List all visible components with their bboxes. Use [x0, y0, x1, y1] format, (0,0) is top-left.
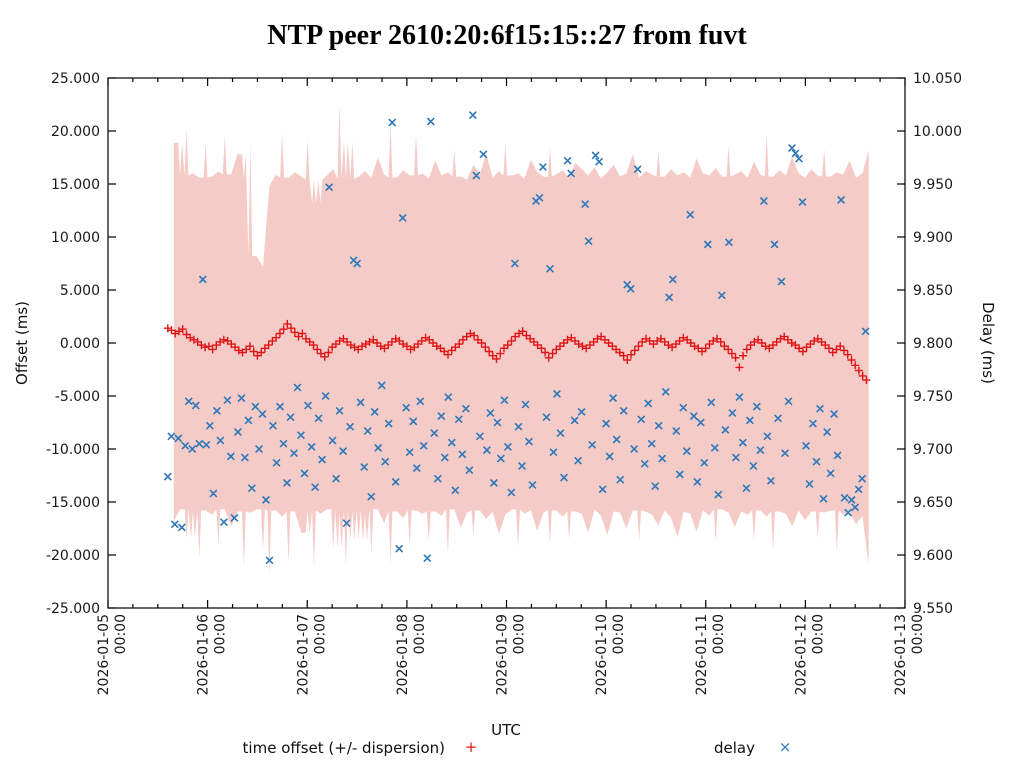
svg-text:25.000: 25.000 [51, 71, 100, 87]
svg-text:2026-01-09: 2026-01-09 [495, 614, 511, 695]
svg-text:00:00: 00:00 [412, 614, 428, 654]
svg-text:9.600: 9.600 [913, 548, 953, 564]
svg-text:10.000: 10.000 [51, 230, 100, 246]
svg-text:00:00: 00:00 [711, 614, 727, 654]
svg-text:2026-01-05: 2026-01-05 [96, 614, 112, 695]
tick-labels: 25.000 20.000 15.000 10.000 5.000 0.000 -5.000… [46, 71, 962, 695]
svg-text:9.650: 9.650 [913, 495, 953, 511]
svg-text:2026-01-10: 2026-01-10 [594, 614, 610, 695]
svg-text:00:00: 00:00 [611, 614, 627, 654]
svg-text:9.800: 9.800 [913, 336, 953, 352]
svg-text:2026-01-13: 2026-01-13 [893, 614, 909, 695]
dispersion-band [173, 102, 869, 575]
svg-text:15.000: 15.000 [51, 177, 100, 193]
svg-text:2026-01-06: 2026-01-06 [196, 614, 212, 695]
x-tick-label: 2026-01-08 00:00 [395, 614, 428, 695]
svg-text:5.000: 5.000 [60, 283, 100, 299]
x-tick-label: 2026-01-05 00:00 [96, 614, 129, 695]
svg-text:9.850: 9.850 [913, 283, 953, 299]
svg-text:9.950: 9.950 [913, 177, 953, 193]
svg-text:0.000: 0.000 [60, 336, 100, 352]
svg-text:9.900: 9.900 [913, 230, 953, 246]
svg-text:00:00: 00:00 [910, 614, 926, 654]
legend-offset-label: time offset (+/- dispersion) [242, 739, 445, 757]
legend-offset-marker-icon: + [464, 738, 478, 756]
offset-points [163, 319, 871, 385]
svg-text:-5.000: -5.000 [55, 389, 100, 405]
svg-text:00:00: 00:00 [810, 614, 826, 654]
svg-text:2026-01-07: 2026-01-07 [295, 614, 311, 695]
svg-text:00:00: 00:00 [512, 614, 528, 654]
chart-title: NTP peer 2610:20:6f15:15::27 from fuvt [267, 20, 747, 51]
svg-text:10.050: 10.050 [913, 71, 962, 87]
axis-ticks [107, 77, 906, 609]
svg-text:2026-01-12: 2026-01-12 [793, 614, 809, 695]
x-tick-label: 2026-01-10 00:00 [594, 614, 627, 695]
legend-delay-label: delay [714, 739, 755, 757]
x-tick-label: 2026-01-13 00:00 [893, 614, 926, 695]
x-tick-label: 2026-01-06 00:00 [196, 614, 229, 695]
svg-text:-15.000: -15.000 [46, 495, 100, 511]
legend-delay-marker-icon: × [778, 738, 792, 756]
x-tick-label: 2026-01-11 00:00 [694, 614, 727, 695]
svg-text:2026-01-11: 2026-01-11 [694, 614, 710, 695]
svg-text:00:00: 00:00 [312, 614, 328, 654]
x-axis-title: UTC [491, 721, 521, 739]
svg-text:9.550: 9.550 [913, 601, 953, 617]
delay-points [163, 111, 870, 565]
x-tick-label: 2026-01-07 00:00 [295, 614, 328, 695]
svg-text:-20.000: -20.000 [46, 548, 100, 564]
x-tick-label: 2026-01-12 00:00 [793, 614, 826, 695]
svg-text:2026-01-08: 2026-01-08 [395, 614, 411, 695]
svg-text:9.700: 9.700 [913, 442, 953, 458]
svg-text:10.000: 10.000 [913, 124, 962, 140]
plot-data-layer [163, 102, 871, 575]
svg-text:-25.000: -25.000 [46, 601, 100, 617]
svg-text:00:00: 00:00 [213, 614, 229, 654]
svg-text:20.000: 20.000 [51, 124, 100, 140]
x-tick-label: 2026-01-09 00:00 [495, 614, 528, 695]
svg-text:9.750: 9.750 [913, 389, 953, 405]
svg-text:-10.000: -10.000 [46, 442, 100, 458]
svg-text:00:00: 00:00 [113, 614, 129, 654]
